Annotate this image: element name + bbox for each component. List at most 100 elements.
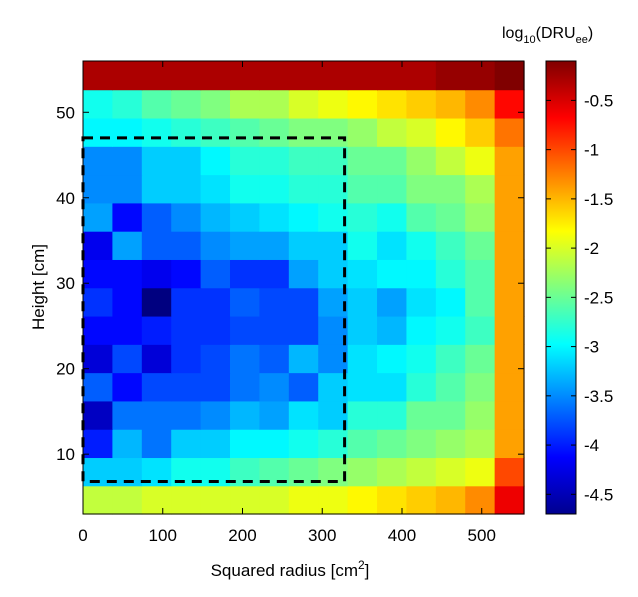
heatmap-cell [83, 146, 113, 176]
heatmap-cell [377, 117, 408, 147]
heatmap-cell [494, 259, 525, 289]
heatmap-cell [230, 287, 261, 317]
y-tick-label: 40 [56, 189, 75, 208]
x-axis-label-end: ] [365, 561, 370, 580]
x-tick-label: 200 [228, 526, 256, 545]
heatmap-cell [141, 372, 172, 402]
heatmap-cell [435, 117, 466, 147]
heatmap-cell [435, 287, 466, 317]
heatmap-cell [230, 231, 261, 260]
heatmap-cell [347, 117, 378, 147]
heatmap-cell [259, 372, 290, 402]
heatmap-cell [83, 315, 113, 345]
heatmap-cell [406, 61, 437, 91]
heatmap-cell [230, 174, 261, 204]
heatmap-cell [259, 485, 290, 515]
heatmap-cell [171, 372, 202, 402]
heatmap-cell [112, 287, 143, 317]
heatmap-cell [406, 344, 437, 374]
colorbar-tick-label: -1.5 [584, 190, 613, 209]
heatmap-cell [288, 287, 319, 317]
heatmap-cell [494, 485, 525, 515]
heatmap-cell [435, 146, 466, 176]
heatmap-cell [141, 400, 172, 430]
heatmap-cell [347, 315, 378, 345]
heatmap-cell [171, 89, 202, 119]
heatmap-cell [406, 372, 437, 402]
heatmap-cell [435, 174, 466, 204]
heatmap-cell [465, 344, 496, 374]
heatmap-cell [141, 117, 172, 147]
heatmap-cell [171, 174, 202, 204]
heatmap-cell [288, 372, 319, 402]
colorbar-tick-label: -4.5 [584, 485, 613, 504]
plot-frame [82, 60, 525, 515]
heatmap-cell [318, 89, 349, 119]
heatmap-cell [171, 146, 202, 176]
heatmap-cell [230, 61, 261, 91]
heatmap-cell [230, 202, 261, 232]
colorbar-tick-label: -2.5 [584, 288, 613, 307]
heatmap-cell [377, 429, 408, 459]
heatmap-cell [259, 146, 290, 176]
colorbar-tick-label: -3.5 [584, 387, 613, 406]
heatmap-cell [406, 202, 437, 232]
heatmap-cell [141, 259, 172, 289]
heatmap-cell [435, 89, 466, 119]
heatmap-cell [141, 174, 172, 204]
x-tick-label: 0 [78, 526, 87, 545]
heatmap-cell [465, 174, 496, 204]
heatmap-cell [83, 485, 113, 515]
heatmap-cell [435, 457, 466, 487]
heatmap-cell [141, 315, 172, 345]
heatmap-cell [171, 231, 202, 260]
heatmap-cell [288, 61, 319, 91]
heatmap-cell [230, 89, 261, 119]
heatmap-cell [200, 429, 231, 459]
heatmap-cell [200, 372, 231, 402]
heatmap-cell [377, 89, 408, 119]
heatmap-cell [171, 429, 202, 459]
heatmap-cell [141, 344, 172, 374]
heatmap-cell [435, 485, 466, 515]
y-tick-label: 30 [56, 274, 75, 293]
heatmap-cell [259, 315, 290, 345]
heatmap-cell [230, 146, 261, 176]
heatmap-cell [465, 259, 496, 289]
heatmap-cell [230, 429, 261, 459]
heatmap-cell [112, 117, 143, 147]
heatmap-cell [494, 315, 525, 345]
heatmap-cell [494, 231, 525, 260]
heatmap-cell [406, 259, 437, 289]
heatmap-cell [112, 174, 143, 204]
heatmap-cell [465, 400, 496, 430]
axes: 0 100 200 300 400 500 10 20 30 40 50 [56, 60, 525, 545]
heatmap-cell [288, 429, 319, 459]
heatmap-cell [200, 344, 231, 374]
colorbar-tick-label: -3 [584, 338, 599, 357]
heatmap-cell [112, 89, 143, 119]
heatmap-cell [377, 174, 408, 204]
heatmap-cell [377, 259, 408, 289]
heatmap-cell [200, 202, 231, 232]
heatmap-cell [171, 117, 202, 147]
heatmap-cell [406, 89, 437, 119]
heatmap-cell [465, 372, 496, 402]
heatmap-cell [288, 117, 319, 147]
heatmap-cell [141, 61, 172, 91]
heatmap-cell [347, 61, 378, 91]
heatmap-cell [112, 344, 143, 374]
colorbar-title-sub2: ee [576, 34, 588, 46]
heatmap-cell [141, 89, 172, 119]
heatmap-cell [465, 287, 496, 317]
heatmap-cell [494, 146, 525, 176]
colorbar-title-base: log [502, 25, 523, 42]
colorbar-tick-label: -0.5 [584, 91, 613, 110]
heatmap-cell [406, 429, 437, 459]
heatmap-cell [200, 287, 231, 317]
heatmap-cell [171, 344, 202, 374]
heatmap-cell [230, 259, 261, 289]
y-tick-label: 50 [56, 103, 75, 122]
heatmap-cell [288, 485, 319, 515]
heatmap-cell [406, 485, 437, 515]
